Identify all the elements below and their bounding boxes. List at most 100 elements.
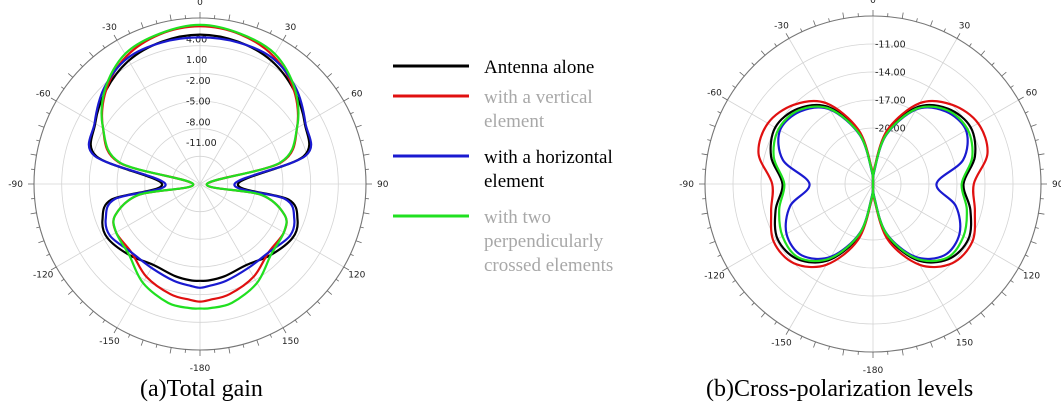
grid-spoke	[199, 40, 284, 185]
angle-tick-mark	[1038, 153, 1045, 156]
angle-tick-mark	[30, 153, 37, 156]
angle-tick-mark	[774, 43, 777, 47]
series-line-with-a-horizontal-element	[87, 36, 313, 289]
grid-spoke	[872, 38, 958, 185]
angle-tick-label: 90	[1052, 180, 1061, 190]
angle-tick-mark	[930, 20, 933, 27]
angle-tick-mark	[1010, 280, 1014, 283]
radial-tick-label: 1.00	[186, 55, 207, 66]
angle-tick-mark	[256, 339, 260, 346]
angle-tick-mark	[46, 253, 50, 256]
angle-tick-mark	[1035, 227, 1039, 229]
angle-tick-mark	[326, 290, 333, 295]
angle-tick-mark	[1018, 96, 1024, 101]
angle-tick-mark	[751, 302, 755, 306]
angle-tick-label: -60	[707, 89, 722, 99]
angle-tick-mark	[317, 301, 321, 305]
angle-tick-label: 0	[197, 0, 203, 8]
angle-tick-mark	[739, 291, 745, 297]
angle-tick-mark	[980, 50, 986, 56]
grid-spoke	[788, 38, 874, 185]
angle-tick-mark	[60, 278, 65, 282]
radial-tick-label: -14.00	[875, 68, 906, 79]
angle-tick-mark	[739, 71, 745, 77]
radial-tick-label: -11.00	[186, 138, 217, 149]
angle-tick-label: -30	[102, 23, 117, 33]
angle-tick-mark	[242, 20, 245, 24]
angle-tick-mark	[969, 43, 972, 47]
angle-tick-mark	[707, 227, 711, 229]
angle-tick-mark	[956, 33, 961, 39]
angle-tick-mark	[38, 124, 45, 128]
angle-tick-mark	[980, 312, 986, 318]
angle-tick-mark	[282, 327, 287, 334]
angle-tick-mark	[760, 50, 766, 56]
angle-tick-label: -150	[99, 337, 120, 347]
angle-tick-mark	[269, 334, 272, 338]
angle-tick-mark	[30, 212, 37, 215]
angle-tick-label: 60	[1026, 89, 1038, 99]
angle-tick-mark	[355, 124, 362, 128]
series-line-antenna-alone	[89, 33, 311, 283]
angle-tick-mark	[943, 28, 946, 32]
angle-tick-mark	[50, 266, 57, 271]
angle-tick-mark	[36, 226, 40, 229]
grid-spoke	[199, 183, 284, 328]
angle-tick-label: -90	[8, 180, 23, 190]
angle-tick-mark	[79, 63, 83, 67]
angle-tick-mark	[89, 310, 94, 317]
angle-tick-mark	[169, 14, 172, 21]
caption-total-gain: (a)Total gain	[140, 376, 263, 402]
grid-spoke	[727, 99, 874, 185]
angle-tick-label: -30	[774, 22, 789, 32]
angle-tick-mark	[722, 267, 728, 272]
angle-tick-mark	[355, 240, 362, 244]
angle-tick-mark	[256, 22, 260, 29]
angle-tick-mark	[800, 336, 803, 340]
angle-tick-mark	[50, 97, 57, 102]
angle-tick-mark	[717, 111, 721, 114]
radial-tick-label: 4.00	[186, 34, 207, 45]
angle-tick-mark	[1001, 291, 1007, 297]
angle-tick-mark	[36, 139, 40, 142]
angle-tick-mark	[67, 290, 74, 295]
angle-tick-mark	[969, 321, 972, 325]
angle-tick-mark	[335, 86, 340, 90]
series-line-with-two-perpendicularly-crossed-elements	[772, 105, 974, 263]
grid-spoke	[872, 99, 1019, 185]
legend-label: element	[484, 171, 545, 192]
angle-tick-mark	[363, 212, 370, 215]
angle-tick-mark	[701, 212, 708, 215]
angle-tick-mark	[228, 14, 231, 21]
grid-spoke	[56, 183, 201, 268]
angle-tick-mark	[67, 73, 74, 78]
angle-tick-mark	[1001, 71, 1007, 77]
angle-tick-mark	[102, 44, 106, 49]
angle-tick-mark	[901, 349, 904, 356]
radial-tick-label: -2.00	[186, 76, 211, 87]
legend-label: with a vertical	[484, 87, 593, 108]
angle-tick-mark	[717, 254, 721, 257]
legend-label: with a horizontal	[484, 147, 613, 168]
angle-tick-mark	[842, 349, 845, 356]
series-line-with-two-perpendicularly-crossed-elements	[100, 23, 300, 310]
angle-tick-mark	[751, 62, 755, 66]
angle-tick-mark	[1030, 124, 1037, 127]
angle-tick-mark	[128, 30, 131, 34]
angle-tick-mark	[335, 278, 340, 282]
angle-tick-mark	[1035, 139, 1039, 141]
angle-tick-label: 30	[959, 22, 971, 32]
angle-tick-mark	[828, 18, 830, 22]
grid-spoke	[116, 183, 201, 328]
angle-tick-mark	[294, 44, 298, 49]
angle-tick-mark	[343, 266, 350, 271]
angle-tick-mark	[350, 253, 354, 256]
polar-plot-cross-polarization: 0 30 60 90 120 150 -180 -150 -120 -90 -60 -30 -11.00…	[679, 0, 1061, 376]
angle-tick-mark	[991, 62, 995, 66]
angle-tick-mark	[46, 112, 50, 115]
angle-tick-mark	[722, 96, 728, 101]
angle-tick-mark	[1018, 267, 1024, 272]
angle-tick-mark	[79, 301, 83, 305]
angle-tick-mark	[785, 329, 790, 335]
angle-tick-mark	[707, 139, 711, 141]
